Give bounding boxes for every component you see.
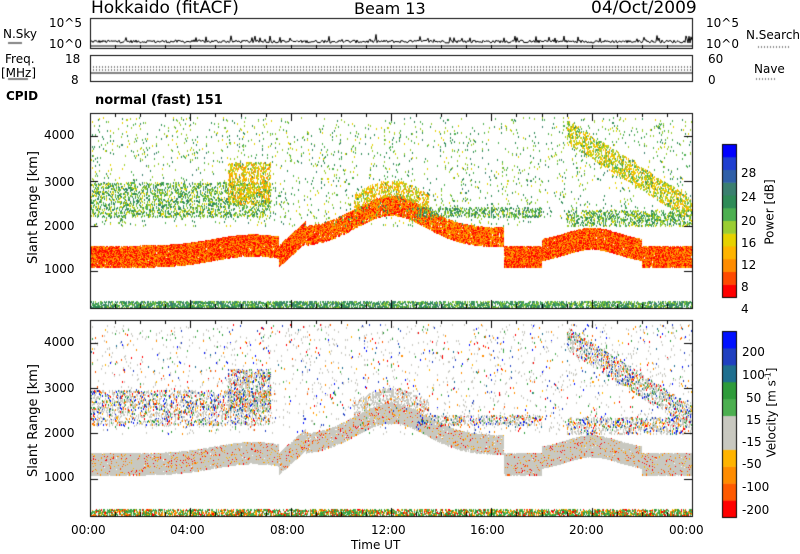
x-tick: 00:00 — [71, 523, 106, 537]
power-cbar-tick: 8 — [741, 280, 749, 294]
velocity-cbar-label-sup: -1 — [763, 372, 773, 381]
power-cbar-tick: 24 — [741, 190, 757, 204]
velocity-cbar-tick: -200 — [742, 503, 770, 517]
power-ylabel: Slant Range [km] — [25, 151, 41, 264]
freq-label: Freq. — [5, 52, 35, 66]
velocity-cbar-tick: 50 — [746, 391, 762, 405]
power-ytick-3000: 3000 — [44, 175, 75, 189]
velocity-ytick-3000: 3000 — [44, 381, 75, 395]
power-ytick-1000: 1000 — [44, 262, 75, 276]
nsearch-label: N.Search — [746, 28, 800, 42]
nave-label: Nave — [754, 62, 785, 76]
power-cbar-tick: 28 — [741, 166, 757, 180]
power-cbar-tick: 16 — [741, 236, 757, 250]
nsearch-tick-bottom: 10^0 — [706, 37, 739, 51]
velocity-cbar-tick: 100 — [742, 368, 765, 382]
velocity-cbar-tick: 200 — [742, 345, 765, 359]
title: Hokkaido (fitACF) — [91, 0, 239, 18]
x-tick: 12:00 — [371, 523, 406, 537]
power-cbar-tick: 4 — [741, 302, 749, 316]
velocity-cbar-label-close: ] — [764, 367, 779, 373]
nsky-tick-top: 10^5 — [49, 16, 82, 30]
velocity-ytick-4000: 4000 — [44, 335, 75, 349]
velocity-cbar-tick: -100 — [742, 480, 770, 494]
velocity-cbar-label-main: Velocity [m s — [764, 380, 779, 458]
nsearch-tick-top: 10^5 — [706, 16, 739, 30]
freq-tick-top: 18 — [65, 52, 81, 66]
power-cbar-label: Power [dB] — [762, 179, 777, 245]
freq-tick-bottom: 8 — [71, 73, 79, 87]
velocity-cbar-tick: -50 — [742, 457, 762, 471]
velocity-cbar-tick: 15 — [746, 413, 762, 427]
nave-tick-top: 60 — [708, 52, 724, 66]
cpid-label: CPID — [6, 89, 39, 103]
beam-label: Beam 13 — [354, 0, 426, 18]
velocity-cbar-label: Velocity [m s-1] — [764, 368, 779, 458]
velocity-ytick-2000: 2000 — [44, 426, 75, 440]
nsky-tick-bottom: 10^0 — [49, 37, 82, 51]
velocity-ylabel: Slant Range [km] — [25, 364, 41, 477]
x-tick: 08:00 — [270, 523, 305, 537]
velocity-ytick-1000: 1000 — [44, 470, 75, 484]
x-axis-label: Time UT — [351, 538, 401, 552]
cpid-value: normal (fast) 151 — [95, 93, 223, 108]
power-ytick-4000: 4000 — [44, 128, 75, 142]
nave-tick-bottom: 0 — [708, 73, 716, 87]
x-tick: 20:00 — [569, 523, 604, 537]
power-cbar-tick: 12 — [741, 258, 757, 272]
nsky-label: N.Sky — [3, 27, 38, 41]
velocity-cbar-tick: -15 — [742, 435, 762, 449]
x-tick: 04:00 — [170, 523, 205, 537]
date-label: 04/Oct/2009 — [591, 0, 697, 18]
power-cbar-tick: 20 — [741, 214, 757, 228]
x-tick: 00:00 — [669, 523, 704, 537]
x-tick: 16:00 — [470, 523, 505, 537]
freq-unit: [MHz] — [1, 66, 37, 80]
power-ytick-2000: 2000 — [44, 219, 75, 233]
